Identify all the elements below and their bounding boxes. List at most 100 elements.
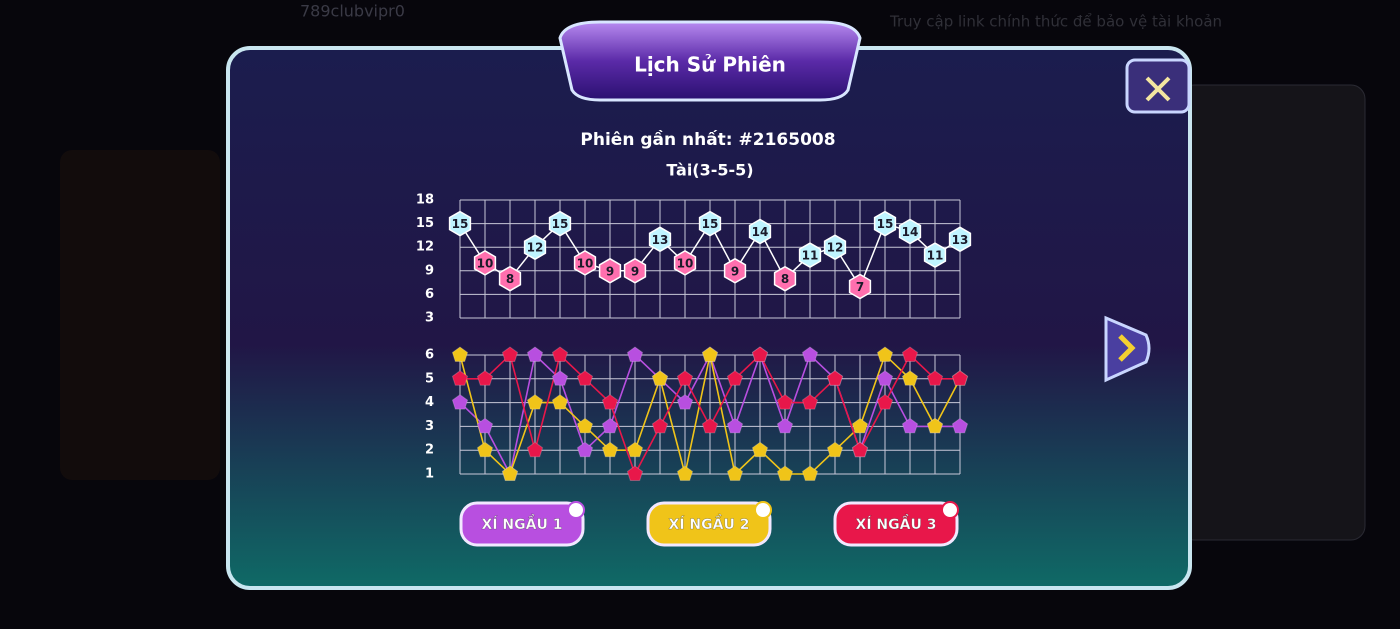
dice-button[interactable]: XÍ NGẦU 3 [833,501,959,547]
notice: Truy cập link chính thức để bảo vệ tài k… [889,13,1222,31]
dice-marker [676,393,694,410]
promo-panel [60,150,220,480]
total-marker [548,210,572,237]
dice-marker [651,417,669,434]
total-marker [573,250,597,276]
y-tick-label: 12 [416,240,434,255]
total-label: 10 [477,256,494,270]
total-marker [648,226,672,253]
dice-marker [851,417,869,434]
dice-marker [576,441,594,458]
dice-button[interactable]: XÍ NGẦU 2 [646,501,772,547]
dice-marker [501,465,519,481]
dice-marker [451,393,469,410]
dice-marker [576,417,594,434]
dice-button-box[interactable] [459,501,585,547]
total-label: 11 [802,249,819,263]
dice-marker [876,346,894,362]
dice-marker [551,346,569,362]
dice-marker [726,370,744,386]
dice-button-label[interactable]: XÍ NGẦU 1 [481,514,563,534]
close-icon[interactable] [1145,76,1171,102]
y-tick-label: 5 [425,371,434,386]
dice-button-check[interactable] [567,501,585,519]
dice-marker [801,465,819,481]
total-marker [773,265,797,292]
dice-button-check[interactable] [754,501,772,519]
dice-button[interactable]: XÍ NGẦU 1 [459,501,585,547]
total-label: 10 [577,256,594,270]
y-tick-label: 3 [425,419,434,434]
dice-marker [551,370,569,386]
total-marker [948,226,972,253]
username: 789clubvipr0 [300,2,405,21]
dice-marker [951,417,969,434]
total-label: 14 [902,225,919,239]
dice-marker [776,465,794,481]
total-label: 12 [527,241,544,255]
total-marker [723,257,747,284]
dice-marker [501,346,519,362]
total-label: 9 [631,264,639,278]
total-label: 10 [677,256,694,270]
dice-marker [601,441,619,458]
dice-marker [626,346,644,362]
dice-button-box[interactable] [646,501,772,547]
total-label: 14 [752,225,769,239]
total-marker [848,273,872,300]
dice-button-label[interactable]: XÍ NGẦU 2 [668,514,750,534]
dice-marker [451,370,469,386]
dice-marker [826,441,844,458]
dice-button-box[interactable] [833,501,959,547]
total-label: 7 [856,280,864,294]
next-button[interactable] [1104,315,1151,383]
dice-marker [926,417,944,434]
dice-marker [801,393,819,410]
y-tick-label: 15 [416,216,434,231]
dice-marker [801,346,819,362]
dice-marker [901,417,919,434]
dice-marker [526,441,544,458]
total-marker [523,234,547,261]
dice-marker [476,441,494,458]
total-marker [748,218,772,245]
total-marker [448,210,472,237]
dice-marker [551,393,569,410]
dice-marker [476,370,494,386]
y-tick-label: 4 [425,395,434,410]
dice-button-check[interactable] [941,501,959,519]
close-box[interactable] [1125,58,1191,114]
y-tick-label: 6 [425,287,434,302]
dice-marker [851,441,869,458]
next-icon[interactable] [1118,334,1136,362]
total-marker [623,257,647,284]
dice-marker [951,370,969,386]
session-label: Phiên gần nhất: #2165008 [580,129,835,150]
y-tick-label: 6 [425,348,434,363]
total-marker [898,218,922,245]
dice-marker [726,417,744,434]
total-label: 9 [606,264,614,278]
close-button[interactable] [1125,58,1191,114]
dice-marker [526,393,544,410]
total-label: 11 [927,249,944,263]
dice-button-label[interactable]: XÍ NGẦU 3 [855,514,937,534]
dice-marker [776,417,794,434]
dice-marker [901,346,919,362]
total-label: 15 [552,217,569,231]
total-label: 15 [877,217,894,231]
total-marker [473,250,497,276]
total-label: 13 [652,233,669,247]
dice-marker [676,370,694,386]
total-marker [923,242,947,268]
dice-marker [676,465,694,481]
dice-marker [776,393,794,410]
dice-marker [901,370,919,386]
dice-marker [826,370,844,386]
total-label: 8 [506,272,514,286]
total-marker [698,210,722,237]
dice-marker [701,417,719,434]
dice-marker [476,417,494,434]
